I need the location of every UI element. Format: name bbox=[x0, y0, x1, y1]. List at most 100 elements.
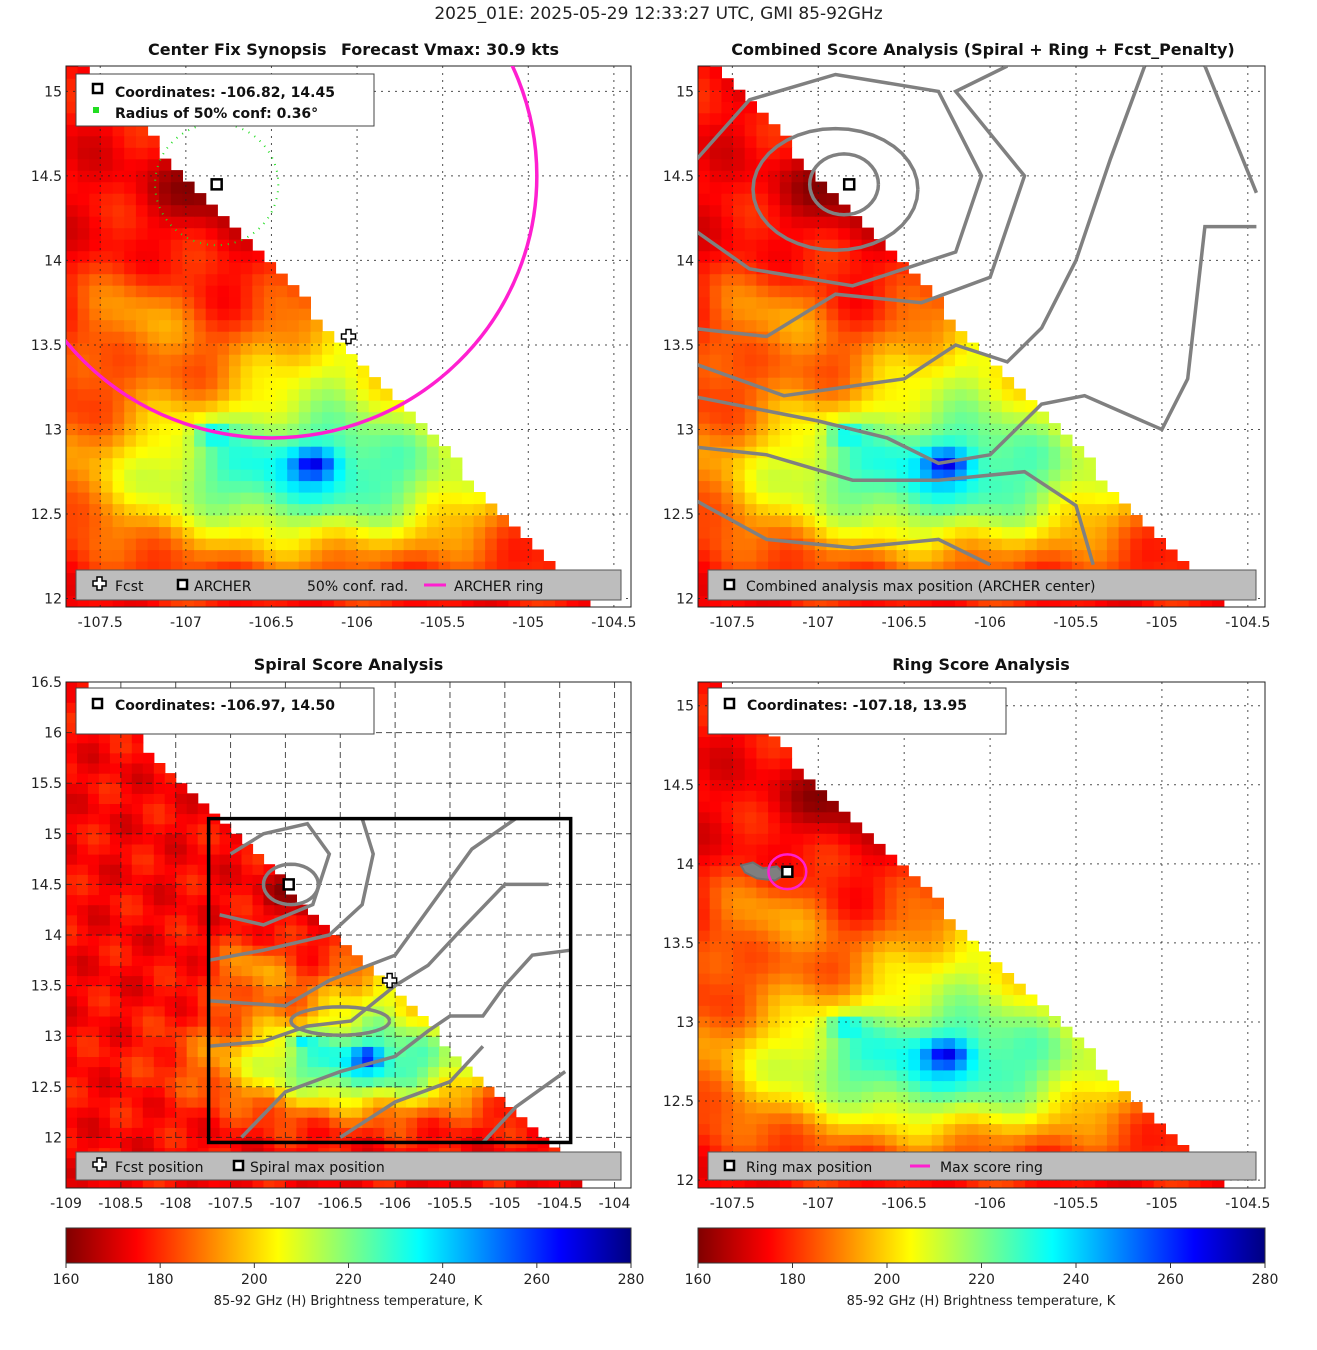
synopsis-ytick-label: 13.5 bbox=[31, 338, 62, 354]
ring-ytick-label: 14.5 bbox=[663, 778, 694, 794]
combined-title: Combined Score Analysis (Spiral + Ring +… bbox=[731, 40, 1235, 59]
synopsis-legend: Fcst ARCHER 50% conf. rad. ARCHER ring bbox=[75, 569, 622, 601]
spiral-contour-1 bbox=[219, 821, 332, 927]
ring-heatmap bbox=[698, 682, 1265, 1188]
colorbar-tick-label: 220 bbox=[335, 1272, 362, 1288]
legend-archer-ring: ARCHER ring bbox=[454, 579, 543, 595]
spiral-legend: Fcst position Spiral max position bbox=[75, 1151, 622, 1181]
combined-max-square-icon bbox=[723, 578, 736, 591]
ring-ytick-label: 13.5 bbox=[663, 936, 694, 952]
spiral-contour-8 bbox=[481, 1070, 567, 1144]
archer-ring-circle bbox=[66, 66, 539, 440]
synopsis-axes-frame bbox=[65, 65, 632, 608]
combined-xtick-label: -106.5 bbox=[882, 615, 927, 631]
synopsis-xtick-label: -107.5 bbox=[78, 615, 123, 631]
combined-contour-8 bbox=[1203, 66, 1259, 194]
spiral-contour-4 bbox=[208, 882, 549, 1049]
synopsis-ytick-label: 13 bbox=[44, 422, 62, 438]
combined-ytick-label: 14 bbox=[676, 253, 694, 269]
synopsis-ytick-label: 12.5 bbox=[31, 507, 62, 523]
spiral-ytick-label: 12 bbox=[44, 1130, 62, 1146]
spiral-ytick-label: 14 bbox=[44, 928, 62, 944]
ring-coordinates: Coordinates: -107.18, 13.95 bbox=[747, 698, 967, 714]
max-score-ring-circle bbox=[767, 853, 808, 891]
spiral-contour-7 bbox=[339, 1045, 485, 1139]
ring-xtick-label: -106.5 bbox=[882, 1196, 927, 1212]
archer-ring bbox=[66, 66, 539, 440]
synopsis-title-left: Center Fix Synopsis bbox=[148, 40, 327, 59]
spiral-title: Spiral Score Analysis bbox=[253, 655, 444, 674]
combined-xtick-label: -106 bbox=[974, 615, 1006, 631]
spiral-ytick-label: 12.5 bbox=[31, 1080, 62, 1096]
ring-grid bbox=[698, 682, 1265, 1188]
spiral-xtick-label: -108.5 bbox=[98, 1196, 143, 1212]
combined-contour-3 bbox=[698, 66, 1027, 339]
combined-contours bbox=[698, 66, 1259, 567]
forecast-position-marker bbox=[340, 328, 357, 345]
spiral-ytick-label: 13 bbox=[44, 1029, 62, 1045]
colorbar-tick-label: 200 bbox=[241, 1272, 268, 1288]
combined-xtick-label: -107.5 bbox=[710, 615, 755, 631]
ring-xtick-label: -104.5 bbox=[1225, 1196, 1270, 1212]
figure-title: 2025_01E: 2025-05-29 12:33:27 UTC, GMI 8… bbox=[434, 4, 883, 24]
synopsis-ytick-label: 12 bbox=[44, 592, 62, 608]
archer-center-marker bbox=[210, 178, 223, 191]
spiral-max-marker bbox=[282, 878, 295, 891]
spiral-xtick-label: -104 bbox=[599, 1196, 631, 1212]
spiral-axes-frame bbox=[65, 681, 632, 1189]
spiral-xtick-label: -104.5 bbox=[537, 1196, 582, 1212]
colorbar-tick-label: 160 bbox=[685, 1272, 712, 1288]
synopsis-xtick-label: -106.5 bbox=[249, 615, 294, 631]
ring-xtick-label: -107.5 bbox=[710, 1196, 755, 1212]
legend-max-score-ring: Max score ring bbox=[940, 1160, 1043, 1176]
spiral-info-box: Coordinates: -106.97, 14.50 bbox=[75, 687, 375, 735]
legend-combined-max: Combined analysis max position (ARCHER c… bbox=[746, 579, 1095, 595]
spiral-xtick-label: -105.5 bbox=[427, 1196, 472, 1212]
spiral-ytick-label: 16 bbox=[44, 726, 62, 742]
combined-contour-6 bbox=[698, 445, 1095, 566]
spiral-contours bbox=[208, 817, 571, 1144]
spiral-max-marker-icon bbox=[91, 697, 104, 710]
ring-title: Ring Score Analysis bbox=[892, 655, 1070, 674]
spiral-search-box bbox=[206, 816, 573, 1145]
synopsis-xtick-label: -105.5 bbox=[420, 615, 465, 631]
colorbar-tick-label: 280 bbox=[618, 1272, 645, 1288]
ring-ytick-label: 15 bbox=[676, 699, 694, 715]
spiral-ytick-label: 15.5 bbox=[31, 776, 62, 792]
spiral-xtick-label: -109 bbox=[50, 1196, 82, 1212]
colorbar-tick-label: 260 bbox=[1157, 1272, 1184, 1288]
ring-max-square-icon bbox=[723, 1159, 736, 1172]
archer-square-icon bbox=[176, 578, 189, 591]
combined-ytick-label: 13.5 bbox=[663, 338, 694, 354]
combined-max-marker bbox=[842, 178, 856, 191]
spiral-xtick-label: -105 bbox=[489, 1196, 521, 1212]
ring-legend: Ring max position Max score ring bbox=[707, 1151, 1257, 1181]
legend-spiral-max: Spiral max position bbox=[250, 1160, 385, 1176]
colorbar-left-gradient bbox=[65, 1227, 632, 1264]
archer-center-marker-icon bbox=[91, 82, 104, 95]
spiral-xtick-label: -108 bbox=[160, 1196, 192, 1212]
combined-panel: -107.5 -107 -106.5 -106 -105.5 -105 -104.5 12 12… bbox=[663, 65, 1270, 631]
colorbar-right-label: 85-92 GHz (H) Brightness temperature, K bbox=[847, 1294, 1116, 1309]
synopsis-ytick-label: 14 bbox=[44, 253, 62, 269]
colorbar-right: 160 180 200 220 240 260 280 85-92 GHz (H) Brig… bbox=[685, 1227, 1278, 1309]
synopsis-xtick-label: -104.5 bbox=[591, 615, 636, 631]
spiral-xtick-label: -107.5 bbox=[208, 1196, 253, 1212]
spiral-contour-5 bbox=[289, 1005, 392, 1037]
combined-contour-2 bbox=[698, 72, 984, 288]
colorbar-tick-label: 220 bbox=[968, 1272, 995, 1288]
spiral-ytick-label: 16.5 bbox=[31, 675, 62, 691]
combined-contour-5 bbox=[698, 224, 1257, 466]
combined-xtick-label: -105.5 bbox=[1053, 615, 1098, 631]
synopsis-xtick-label: -107 bbox=[170, 615, 202, 631]
colorbar-right-gradient bbox=[697, 1227, 1266, 1264]
combined-contour-0 bbox=[807, 152, 881, 217]
spiral-forecast-marker bbox=[381, 972, 398, 989]
colorbar-tick-label: 240 bbox=[429, 1272, 456, 1288]
spiral-max-square-icon bbox=[232, 1159, 245, 1172]
ring-info-box: Coordinates: -107.18, 13.95 bbox=[707, 687, 1007, 735]
legend-fcst-position: Fcst position bbox=[115, 1160, 203, 1176]
legend-archer: ARCHER bbox=[194, 579, 252, 595]
combined-contour-4 bbox=[698, 66, 1147, 398]
spiral-xtick-label: -107 bbox=[270, 1196, 302, 1212]
